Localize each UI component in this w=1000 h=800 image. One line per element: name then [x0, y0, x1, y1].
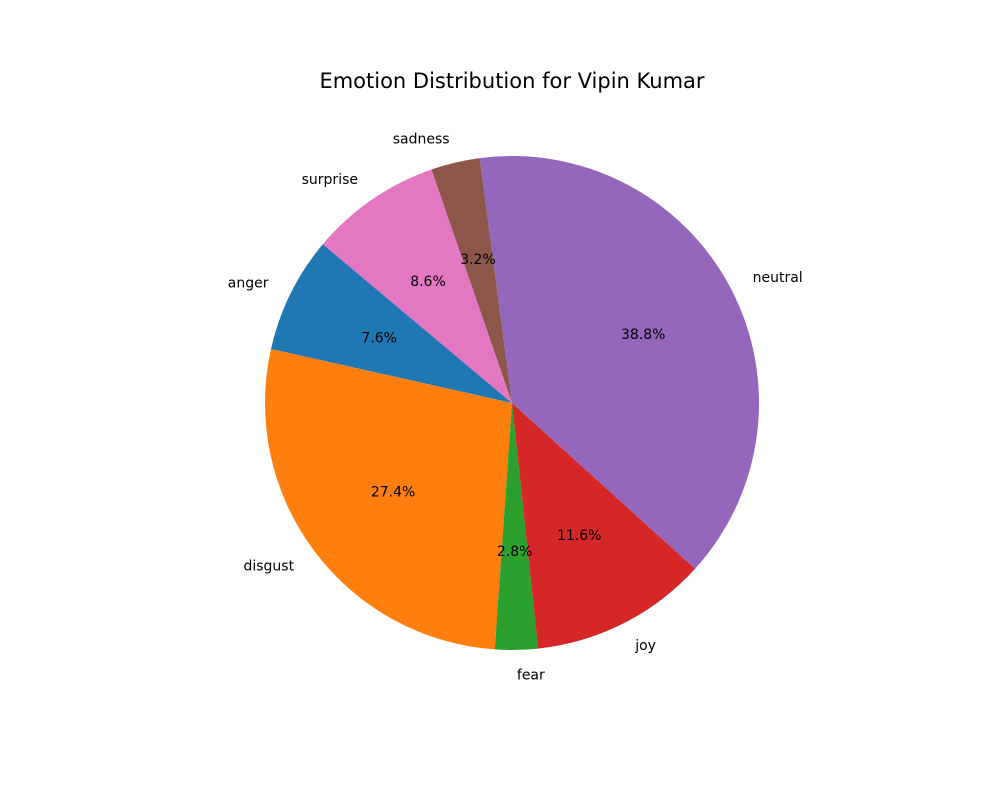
pie-slice-disgust — [265, 348, 512, 650]
pct-label-anger: 7.6% — [361, 330, 397, 346]
pie-slice-anger — [270, 244, 512, 403]
pct-label-sadness: 3.2% — [460, 252, 496, 268]
pct-label-disgust: 27.4% — [371, 485, 415, 501]
pie-slice-joy — [512, 403, 696, 649]
pie-slices — [265, 155, 760, 651]
slice-label-sadness: sadness — [393, 132, 450, 148]
pct-label-joy: 11.6% — [557, 528, 601, 544]
pct-label-neutral: 38.8% — [621, 327, 665, 343]
slice-label-disgust: disgust — [243, 558, 294, 574]
pie-slice-fear — [494, 403, 539, 651]
slice-label-neutral: neutral — [753, 270, 803, 286]
pct-label-surprise: 8.6% — [410, 274, 446, 290]
pct-label-fear: 2.8% — [497, 544, 533, 560]
pie-slice-sadness — [431, 158, 512, 403]
slice-label-joy: joy — [634, 638, 656, 654]
slice-label-anger: anger — [228, 276, 269, 292]
slice-label-fear: fear — [517, 668, 545, 684]
pie-labels: anger 7.6% disgust 27.4% fear 2.8% joy 11.6% neu… — [228, 132, 803, 684]
slice-label-surprise: surprise — [302, 172, 358, 188]
pie-slice-neutral — [479, 155, 760, 569]
pie-slice-surprise — [322, 169, 512, 403]
chart-title: Emotion Distribution for Vipin Kumar — [319, 69, 704, 93]
